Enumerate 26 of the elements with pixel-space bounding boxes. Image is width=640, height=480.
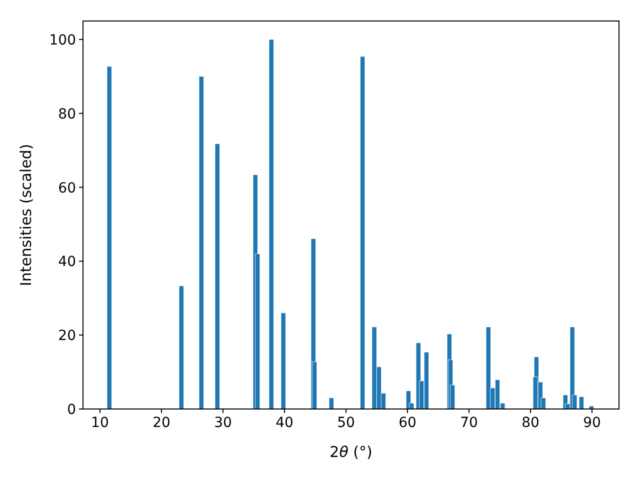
bar [280,312,286,410]
bar [106,66,112,410]
y-tick-label: 20 [58,328,76,344]
x-axis-title: 2θ (°) [330,443,372,461]
x-tick-label: 40 [276,415,294,431]
bar [328,398,334,410]
bar [268,39,274,410]
x-tick-label: 10 [91,415,109,431]
bar [214,143,220,410]
y-tick-label: 100 [49,32,76,48]
x-tick-label: 80 [522,415,540,431]
y-tick-label: 40 [58,254,76,270]
bar [198,76,204,410]
x-tick-label: 60 [398,415,416,431]
bar [588,406,594,410]
y-tick-label: 0 [67,402,76,418]
x-tick-label: 30 [214,415,232,431]
y-tick-label: 60 [58,180,76,196]
x-tick-label: 70 [460,415,478,431]
y-axis-title: Intensities (scaled) [17,144,35,286]
x-tick-label: 50 [337,415,355,431]
y-tick-label: 80 [58,106,76,122]
x-tick-label: 20 [152,415,170,431]
bar [178,286,184,410]
x-tick-label: 90 [583,415,601,431]
bar [360,56,366,410]
